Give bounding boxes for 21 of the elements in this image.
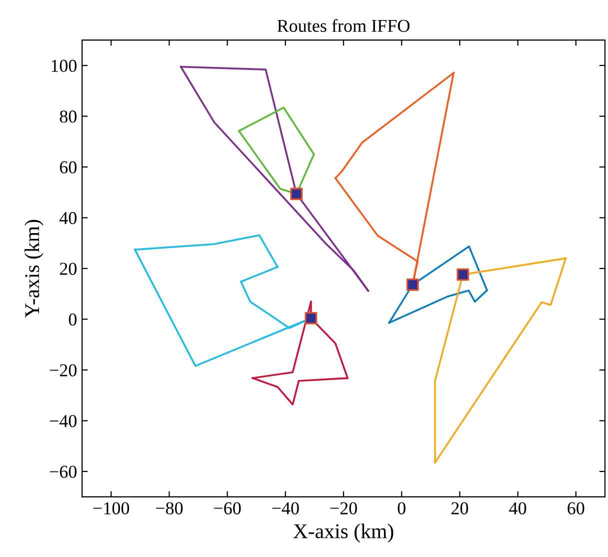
x-tick-label: 40 xyxy=(509,502,526,514)
x-tick-label: 0 xyxy=(398,502,406,514)
x-tick-label: −80 xyxy=(156,502,183,514)
chart-title: Routes from IFFO xyxy=(277,19,410,32)
y-tick-label: 80 xyxy=(60,110,77,123)
x-tick-label: 60 xyxy=(568,502,584,514)
y-axis-title: Y-axis (km) xyxy=(24,220,44,318)
x-tick-label: −20 xyxy=(330,502,357,514)
x-tick-label: 20 xyxy=(451,502,468,514)
y-tick-label: −60 xyxy=(50,466,77,478)
x-tick-label: −100 xyxy=(93,502,130,514)
x-tick-label: −60 xyxy=(214,502,241,514)
y-tick-label: 60 xyxy=(60,161,77,174)
x-axis-title: X-axis (km) xyxy=(293,524,394,543)
y-tick-label: 40 xyxy=(60,212,77,224)
y-tick-label: 20 xyxy=(60,262,77,275)
x-tick-label: −40 xyxy=(272,502,299,514)
y-tick-label: 100 xyxy=(52,60,77,72)
y-tick-label: −20 xyxy=(50,364,77,376)
y-tick-label: −40 xyxy=(50,414,77,428)
y-tick-label: 0 xyxy=(68,313,77,326)
